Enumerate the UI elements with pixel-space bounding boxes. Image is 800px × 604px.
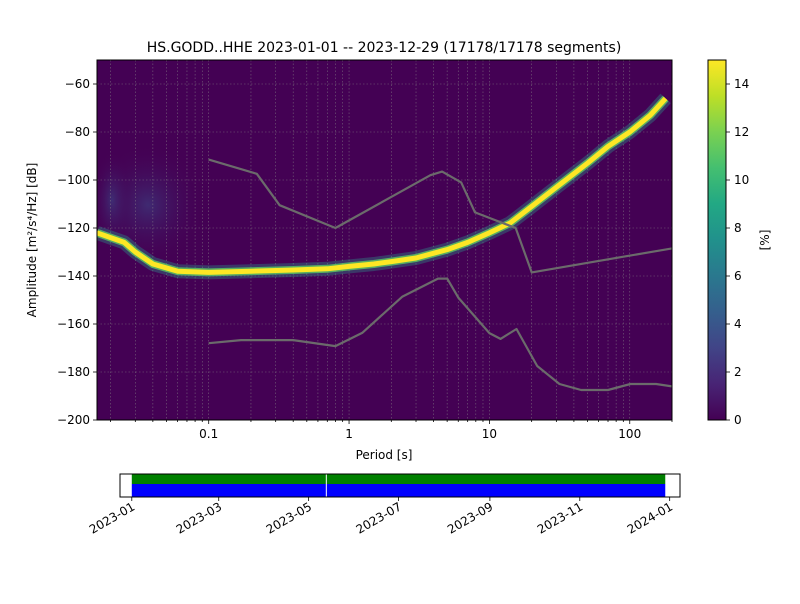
timeline-tick-label: 2023-07 — [354, 499, 404, 536]
y-axis-ticks: −200 −180 −160 −140 −120 −100 −80 −60 — [57, 77, 97, 427]
psd-mode-band — [97, 93, 671, 280]
colorbar-ticks: 0 2 4 6 8 10 12 14 — [726, 77, 749, 427]
colorbar-tick-label: 8 — [734, 221, 742, 235]
x-tick-label: 10 — [482, 427, 497, 441]
y-tick-label: −140 — [57, 269, 90, 283]
plot-frame — [96, 59, 673, 421]
x-tick-label: 1 — [345, 427, 353, 441]
noise-model-line — [208, 158, 672, 274]
chart-title: HS.GODD..HHE 2023-01-01 -- 2023-12-29 (1… — [147, 40, 622, 56]
timeline-frame — [119, 473, 681, 498]
colorbar-tick-label: 10 — [734, 173, 749, 187]
colorbar-tick-label: 14 — [734, 77, 749, 91]
data-coverage-bar — [131, 484, 666, 497]
timeline-tick-label: 2023-11 — [535, 499, 585, 536]
y-tick-label: −120 — [57, 221, 90, 235]
colorbar-tick-label: 4 — [734, 317, 742, 331]
noise-models — [208, 158, 672, 392]
x-axis-ticks: 0.1 1 10 100 — [110, 420, 673, 441]
x-axis-label: Period [s] — [356, 448, 413, 462]
timeline-tick-label: 2023-03 — [174, 499, 224, 536]
x-tick-label: 100 — [618, 427, 641, 441]
processed-coverage-bar — [131, 474, 666, 484]
colorbar-tick-label: 12 — [734, 125, 749, 139]
y-tick-label: −80 — [65, 125, 90, 139]
timeline-tick-label: 2024-01 — [625, 499, 675, 536]
colorbar-tick-label: 6 — [734, 269, 742, 283]
noise-model-line — [208, 277, 672, 392]
mode-core — [97, 96, 668, 275]
colorbar — [707, 59, 727, 421]
y-axis-label: Amplitude [m²/s⁴/Hz] [dB] — [25, 163, 39, 318]
timeline-tick-label: 2023-05 — [264, 499, 314, 536]
timeline-tick-label: 2023-01 — [87, 499, 137, 536]
y-tick-label: −60 — [65, 77, 90, 91]
psd-haze — [97, 143, 206, 267]
y-tick-label: −180 — [57, 365, 90, 379]
x-tick-label: 0.1 — [199, 427, 218, 441]
colorbar-tick-label: 0 — [734, 413, 742, 427]
coverage-timeline: 2023-01 2023-03 2023-05 2023-07 2023-09 2023-… — [87, 473, 681, 537]
y-tick-label: −160 — [57, 317, 90, 331]
timeline-tick-label: 2023-09 — [445, 499, 495, 536]
y-tick-label: −100 — [57, 173, 90, 187]
colorbar-tick-label: 2 — [734, 365, 742, 379]
colorbar-label: [%] — [758, 230, 772, 251]
y-tick-label: −200 — [57, 413, 90, 427]
